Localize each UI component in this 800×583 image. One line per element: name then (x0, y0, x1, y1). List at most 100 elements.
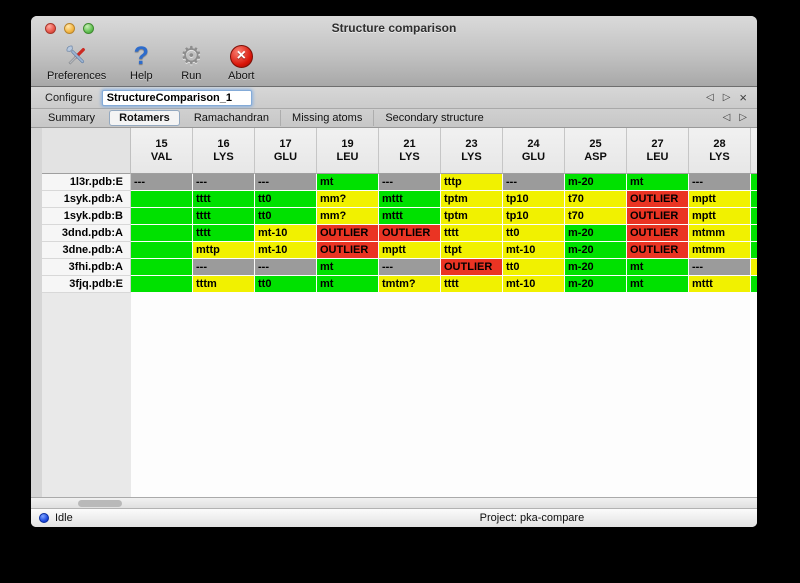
prev-configure-icon[interactable]: ◁ (706, 91, 714, 103)
rotamer-cell[interactable]: --- (379, 174, 441, 190)
rotamer-cell-partial[interactable] (751, 174, 757, 190)
rotamer-cell[interactable]: m-20 (565, 174, 627, 190)
rotamer-cell[interactable]: t (131, 242, 193, 258)
abort-button[interactable]: × Abort (226, 42, 256, 82)
rotamer-cell[interactable]: --- (689, 259, 751, 275)
configure-name-input[interactable] (101, 89, 252, 106)
prev-tab-icon[interactable]: ◁ (722, 112, 731, 123)
minimize-window-button[interactable] (64, 23, 75, 34)
rotamer-cell[interactable]: tttp (441, 174, 503, 190)
horizontal-scrollbar[interactable] (31, 497, 757, 508)
rotamer-cell[interactable]: OUTLIER (441, 259, 503, 275)
rotamer-cell[interactable]: ttpt (441, 242, 503, 258)
rotamer-cell[interactable]: m-20 (565, 276, 627, 292)
rotamer-cell[interactable]: tt0 (255, 191, 317, 207)
row-label[interactable]: 1l3r.pdb:E (42, 174, 131, 190)
rotamer-cell[interactable]: mptt (379, 242, 441, 258)
tab-summary[interactable]: Summary (48, 112, 96, 124)
rotamer-cell[interactable]: tptm (441, 191, 503, 207)
row-label[interactable]: 3fhi.pdb:A (42, 259, 131, 275)
rotamer-cell[interactable]: --- (193, 259, 255, 275)
run-button[interactable]: ⚙ Run (176, 42, 206, 83)
rotamer-cell[interactable]: tttt (193, 191, 255, 207)
rotamer-cell-partial[interactable] (751, 242, 757, 258)
rotamer-cell[interactable]: mptt (689, 208, 751, 224)
rotamer-cell[interactable]: t (131, 225, 193, 241)
rotamer-cell[interactable]: --- (131, 174, 193, 190)
rotamer-cell[interactable]: OUTLIER (627, 208, 689, 224)
rotamer-cell[interactable]: m-20 (565, 242, 627, 258)
row-label[interactable]: 3dne.pdb:A (42, 242, 131, 258)
rotamer-cell[interactable]: tp10 (503, 208, 565, 224)
rotamer-cell[interactable]: --- (193, 174, 255, 190)
rotamer-cell[interactable]: mt-10 (503, 242, 565, 258)
preferences-button[interactable]: Preferences (47, 42, 106, 82)
rotamer-cell[interactable]: OUTLIER (379, 225, 441, 241)
rotamer-cell[interactable]: tt0 (255, 276, 317, 292)
tab-missing-atoms[interactable]: Missing atoms (280, 110, 373, 126)
rotamer-cell[interactable]: tt0 (503, 259, 565, 275)
rotamer-cell[interactable]: m-20 (565, 225, 627, 241)
rotamer-cell[interactable]: --- (255, 174, 317, 190)
rotamer-cell[interactable]: t (131, 259, 193, 275)
rotamer-cell[interactable]: mt (627, 174, 689, 190)
rotamer-cell[interactable]: --- (503, 174, 565, 190)
rotamer-cell[interactable]: t (131, 191, 193, 207)
rotamer-cell[interactable]: mttt (689, 276, 751, 292)
rotamer-cell[interactable]: mt (627, 276, 689, 292)
rotamer-cell[interactable]: tttt (441, 276, 503, 292)
help-button[interactable]: ? Help (126, 42, 156, 82)
rotamer-cell[interactable]: OUTLIER (317, 225, 379, 241)
row-label[interactable]: 3dnd.pdb:A (42, 225, 131, 241)
rotamer-cell[interactable]: OUTLIER (317, 242, 379, 258)
rotamer-cell[interactable]: mt (627, 259, 689, 275)
close-window-button[interactable] (45, 23, 56, 34)
next-configure-icon[interactable]: ▷ (722, 91, 731, 103)
rotamer-cell[interactable]: mtmm (689, 242, 751, 258)
rotamer-cell-partial[interactable] (751, 208, 757, 224)
rotamer-cell[interactable]: mm? (317, 191, 379, 207)
rotamer-cell[interactable]: tptm (441, 208, 503, 224)
rotamer-cell[interactable]: t (131, 208, 193, 224)
scrollbar-thumb[interactable] (78, 500, 122, 507)
rotamer-cell[interactable]: mptt (689, 191, 751, 207)
rotamer-cell[interactable]: mt (317, 174, 379, 190)
row-label[interactable]: 3fjq.pdb:E (42, 276, 131, 292)
rotamer-cell[interactable]: tt0 (503, 225, 565, 241)
rotamer-cell[interactable]: OUTLIER (627, 225, 689, 241)
rotamer-cell[interactable]: tp10 (503, 191, 565, 207)
title-bar[interactable]: Structure comparison (31, 16, 757, 40)
rotamer-cell[interactable]: t70 (565, 208, 627, 224)
rotamer-cell[interactable]: tttm (193, 276, 255, 292)
rotamer-cell[interactable]: --- (255, 259, 317, 275)
rotamer-cell[interactable]: mt (317, 259, 379, 275)
rotamer-cell[interactable]: t70 (565, 191, 627, 207)
close-configure-icon[interactable]: × (739, 89, 747, 105)
rotamer-cell[interactable]: mt-10 (255, 225, 317, 241)
rotamer-cell[interactable]: tt0 (255, 208, 317, 224)
rotamer-cell[interactable]: tttt (193, 208, 255, 224)
rotamer-cell[interactable]: mt-10 (503, 276, 565, 292)
tab-ramachandran[interactable]: Ramachandran (193, 112, 270, 124)
rotamer-cell-partial[interactable] (751, 191, 757, 207)
zoom-window-button[interactable] (83, 23, 94, 34)
rotamer-cell[interactable]: --- (689, 174, 751, 190)
rotamer-cell[interactable]: tttt (441, 225, 503, 241)
rotamer-cell[interactable]: mttt (379, 191, 441, 207)
rotamer-cell-partial[interactable] (751, 259, 757, 275)
rotamer-cell[interactable]: mttt (379, 208, 441, 224)
rotamer-cell[interactable]: m-20 (565, 259, 627, 275)
rotamer-cell-partial[interactable] (751, 225, 757, 241)
rotamer-cell[interactable]: --- (379, 259, 441, 275)
rotamer-cell-partial[interactable] (751, 276, 757, 292)
rotamer-cell[interactable]: mt-10 (255, 242, 317, 258)
tab-rotamers[interactable]: Rotamers (109, 110, 180, 126)
rotamer-cell[interactable]: tmtm? (379, 276, 441, 292)
tab-secondary-structure[interactable]: Secondary structure (373, 110, 494, 126)
rotamer-cell[interactable]: mttp (193, 242, 255, 258)
rotamer-cell[interactable]: mm? (317, 208, 379, 224)
rotamer-cell[interactable]: OUTLIER (627, 242, 689, 258)
rotamer-cell[interactable]: mtmm (689, 225, 751, 241)
rotamer-cell[interactable]: tttt (193, 225, 255, 241)
rotamer-cell[interactable]: t (131, 276, 193, 292)
